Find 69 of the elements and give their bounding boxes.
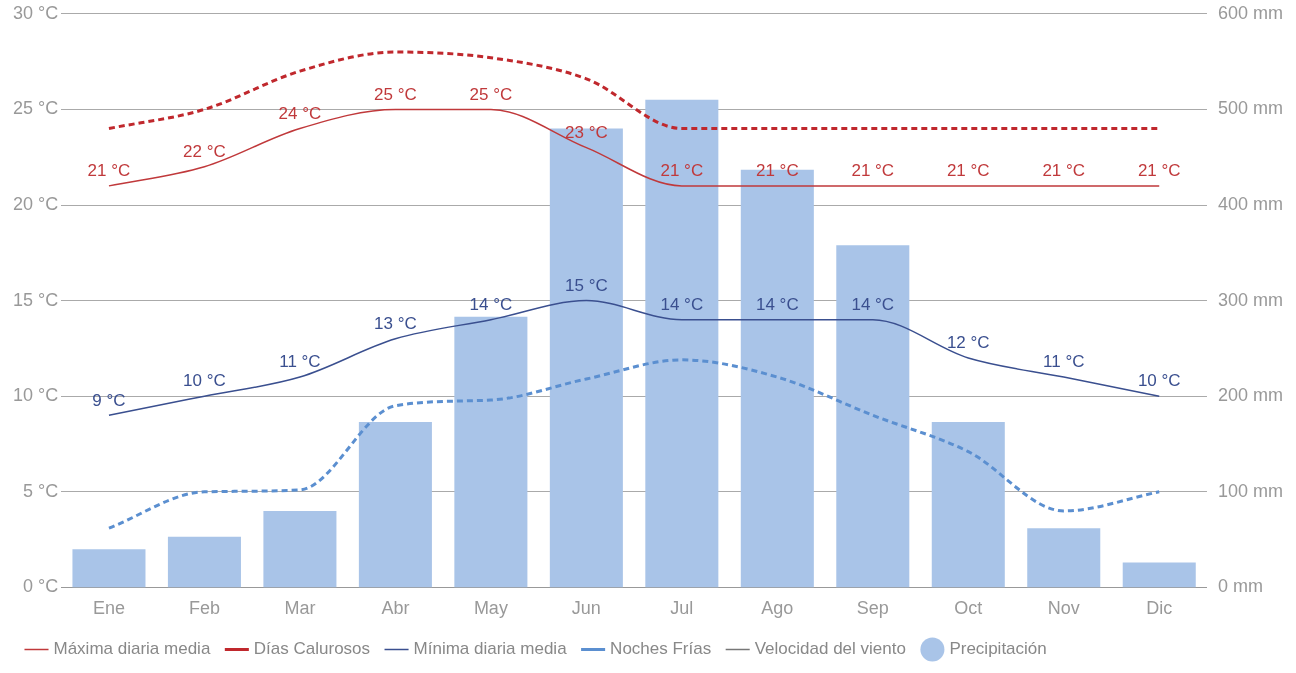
legend-label: Precipitación — [949, 639, 1047, 659]
line-series — [108, 108, 1160, 187]
data-label: 9 °C — [92, 390, 126, 410]
y2-tick-label: 500 mm — [1217, 98, 1284, 119]
data-label: 24 °C — [278, 103, 322, 123]
data-label: 10 °C — [1137, 371, 1181, 391]
y-tick-label: 5 °C — [23, 480, 59, 501]
data-label: 21 °C — [851, 161, 895, 181]
bar — [454, 316, 528, 588]
legend-label: Máxima diaria media — [53, 639, 211, 659]
data-label: 14 °C — [469, 294, 513, 314]
y-tick-label: 25 °C — [12, 98, 59, 119]
y-tick-label: 10 °C — [12, 385, 59, 406]
data-label: 23 °C — [565, 122, 608, 142]
bar — [836, 245, 910, 588]
data-label: 21 °C — [946, 161, 990, 181]
legend-label: Velocidad del viento — [754, 639, 906, 659]
bar — [931, 422, 1005, 588]
y-tick-label: 0 °C — [23, 576, 59, 597]
data-label: 12 °C — [946, 333, 990, 353]
data-label: 11 °C — [1043, 352, 1085, 372]
x-tick-label: Dic — [1146, 598, 1173, 619]
data-label: 21 °C — [1042, 161, 1086, 181]
legend-label: Mínima diaria media — [413, 639, 568, 659]
x-tick-label: Jun — [571, 598, 601, 619]
bar — [263, 510, 337, 588]
legend-label: Días Calurosos — [253, 639, 371, 659]
y2-tick-label: 0 mm — [1217, 576, 1263, 597]
y-tick-label: 20 °C — [12, 193, 59, 214]
data-label: 25 °C — [469, 84, 513, 104]
data-label: 25 °C — [374, 84, 417, 104]
bar — [1122, 562, 1196, 588]
x-tick-label: Ene — [92, 598, 125, 619]
x-tick-label: Sep — [856, 598, 889, 619]
data-label: 10 °C — [183, 371, 226, 391]
line-series — [108, 299, 1160, 417]
data-label: 11 °C — [279, 352, 321, 372]
x-tick-label: Abr — [381, 598, 410, 619]
bar — [1027, 528, 1101, 588]
data-label: 21 °C — [755, 161, 799, 181]
data-label: 15 °C — [565, 275, 608, 295]
x-tick-label: May — [473, 598, 508, 619]
x-tick-label: Nov — [1047, 598, 1080, 619]
x-tick-label: Oct — [954, 598, 983, 619]
x-tick-label: Feb — [188, 598, 220, 619]
y2-tick-label: 200 mm — [1217, 385, 1284, 406]
y2-tick-label: 600 mm — [1217, 2, 1284, 23]
data-label: 14 °C — [851, 294, 895, 314]
bar — [645, 99, 719, 588]
x-tick-label: Jul — [670, 598, 694, 619]
data-label: 13 °C — [374, 314, 417, 334]
y-tick-label: 30 °C — [12, 2, 59, 23]
data-label: 21 °C — [87, 161, 131, 181]
data-label: 22 °C — [183, 141, 226, 161]
data-label: 21 °C — [660, 161, 704, 181]
y2-tick-label: 300 mm — [1217, 289, 1284, 310]
x-tick-label: Ago — [761, 598, 794, 619]
legend-label: Noches Frías — [610, 639, 712, 659]
data-label: 14 °C — [660, 294, 704, 314]
bar — [167, 536, 241, 588]
bar — [549, 128, 623, 588]
data-label: 14 °C — [755, 294, 799, 314]
bar — [72, 549, 146, 588]
y2-tick-label: 100 mm — [1217, 480, 1284, 501]
y-tick-label: 15 °C — [12, 289, 59, 310]
data-label: 21 °C — [1137, 161, 1181, 181]
bar — [358, 422, 432, 588]
x-tick-label: Mar — [284, 598, 316, 619]
y2-tick-label: 400 mm — [1217, 193, 1284, 214]
